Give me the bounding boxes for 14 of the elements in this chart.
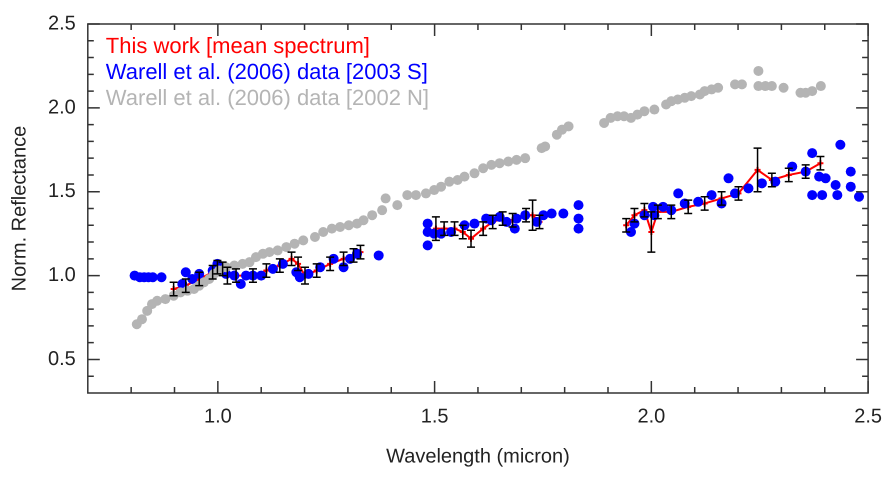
x-tick-label: 2.5	[854, 406, 882, 428]
text: Warell et al. (2006) data [2003 S]	[106, 59, 428, 84]
y-tick-label: 0.5	[48, 348, 76, 370]
y-tick-label: 1.5	[48, 180, 76, 202]
y-tick-label: 2.0	[48, 96, 76, 118]
x-tick-label: 1.5	[420, 406, 449, 428]
y-tick-label: 2.5	[48, 12, 76, 35]
x-tick-label: 2.0	[637, 406, 666, 428]
x-axis-title: Wavelength (micron)	[386, 446, 570, 468]
x-tick-label: 1.0	[204, 406, 232, 428]
y-axis-title: Norm. Reflectance	[8, 126, 31, 292]
text: Warell et al. (2006) data [2002 N]	[106, 85, 430, 110]
y-tick-label: 1.0	[48, 264, 76, 286]
text: This work [mean spectrum]	[106, 33, 370, 58]
